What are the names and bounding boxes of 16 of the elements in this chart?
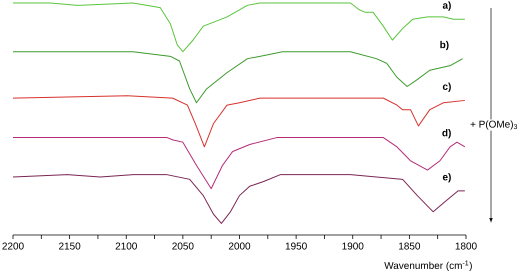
series-label: c) bbox=[442, 82, 451, 92]
x-tick-label: 2150 bbox=[59, 242, 80, 250]
x-tick-label: 2050 bbox=[172, 242, 194, 250]
x-tick-label: 1900 bbox=[342, 242, 364, 250]
x-tick-label: 2000 bbox=[228, 242, 250, 250]
series-label: a) bbox=[442, 1, 451, 11]
series-label: e) bbox=[442, 173, 451, 182]
x-tick-label: 2100 bbox=[116, 242, 137, 250]
x-tick-label: 2200 bbox=[2, 242, 24, 250]
x-tick-label: 1950 bbox=[286, 242, 307, 250]
x-tick-label: 1800 bbox=[456, 242, 477, 250]
text: + P(OMe)$_{3}$ bbox=[470, 120, 518, 130]
series-label: b) bbox=[440, 40, 449, 50]
x-axis-title: Wavenumber (cm$^{-1}$) bbox=[384, 260, 472, 271]
x-tick-label: 1850 bbox=[399, 242, 420, 250]
series-label: d) bbox=[442, 129, 451, 138]
